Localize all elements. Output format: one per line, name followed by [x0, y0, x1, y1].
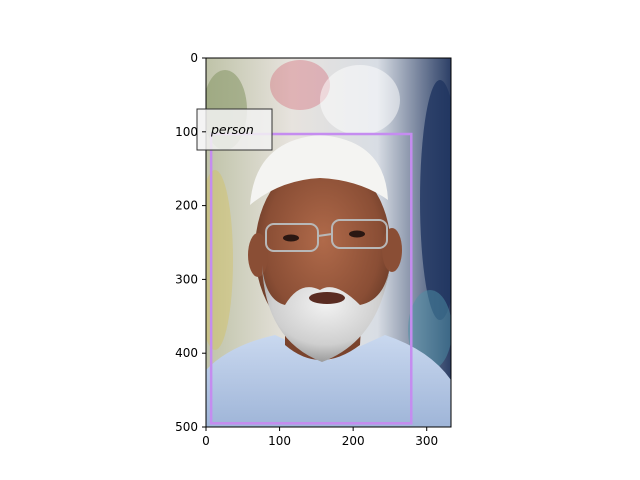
- detection-label-bg: [196, 108, 273, 151]
- detection-label-person: person: [210, 122, 254, 137]
- y-tick-label: 300: [175, 272, 198, 286]
- x-axis: 0 100 200 300: [202, 427, 438, 448]
- detection-box-person: [209, 132, 413, 425]
- x-tick-label: 0: [202, 434, 210, 448]
- x-tick-label: 100: [268, 434, 291, 448]
- y-tick-label: 0: [190, 51, 198, 65]
- y-tick-label: 400: [175, 346, 198, 360]
- x-tick-label: 300: [415, 434, 438, 448]
- y-tick-label: 200: [175, 199, 198, 213]
- photo: [206, 58, 451, 427]
- y-tick-label: 100: [175, 125, 198, 139]
- y-tick-label: 500: [175, 420, 198, 434]
- x-tick-label: 200: [342, 434, 365, 448]
- axes-frame: [205, 57, 452, 428]
- y-axis: 0 100 200 300 400 500: [175, 51, 206, 434]
